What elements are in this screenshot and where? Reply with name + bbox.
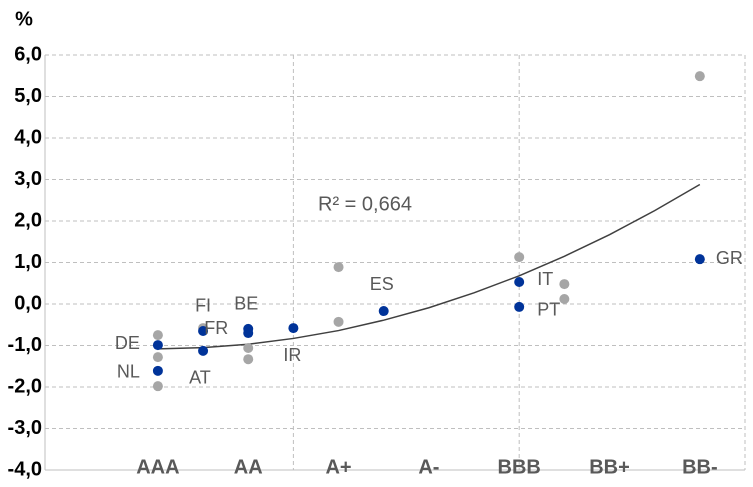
x-tick-label: A+ (325, 456, 351, 478)
y-tick-label: 3,0 (14, 168, 42, 190)
point-label: IT (537, 269, 553, 289)
point (378, 306, 389, 317)
point (333, 316, 344, 327)
point (243, 354, 254, 365)
point (198, 325, 209, 336)
x-tick-label: A- (418, 456, 439, 478)
point-label: PT (537, 300, 560, 320)
y-tick-label: 2,0 (14, 209, 42, 231)
point-label: BE (234, 294, 258, 314)
y-tick-label: -2,0 (8, 375, 42, 397)
point (559, 294, 570, 305)
point (152, 381, 163, 392)
point (559, 279, 570, 290)
x-tick-label: BB- (682, 456, 718, 478)
point-label: ES (370, 274, 394, 294)
r-squared: R² = 0,664 (318, 193, 412, 215)
point (152, 330, 163, 341)
point (333, 262, 344, 273)
y-tick-label: 6,0 (14, 43, 42, 65)
y-tick-label: 4,0 (14, 126, 42, 148)
point-label: FR (204, 318, 228, 338)
point (243, 328, 254, 339)
point (288, 323, 299, 334)
trendline (157, 183, 701, 350)
point (694, 254, 705, 265)
point-label: IR (283, 345, 301, 365)
point-label: NL (117, 362, 140, 382)
x-tick-label: BBB (498, 456, 541, 478)
point (243, 342, 254, 353)
y-tick-label: 0,0 (14, 292, 42, 314)
point-label: GR (716, 248, 743, 268)
y-tick-label: 1,0 (14, 251, 42, 273)
point-label: AT (189, 368, 211, 388)
point (694, 71, 705, 82)
point (152, 340, 163, 351)
x-tick-label: AA (234, 456, 263, 478)
point (198, 345, 209, 356)
point-label: DE (115, 333, 140, 353)
point (514, 301, 525, 312)
point (514, 252, 525, 263)
point-label: FI (195, 296, 211, 316)
y-tick-label: -3,0 (8, 417, 42, 439)
y-tick-label: -1,0 (8, 334, 42, 356)
y-tick-label: -4,0 (8, 458, 42, 480)
x-tick-label: BB+ (589, 456, 630, 478)
point (152, 365, 163, 376)
y-tick-label: 5,0 (14, 85, 42, 107)
y-axis-label: % (15, 8, 33, 30)
point (152, 352, 163, 363)
point (514, 277, 525, 288)
x-tick-label: AAA (136, 456, 179, 478)
